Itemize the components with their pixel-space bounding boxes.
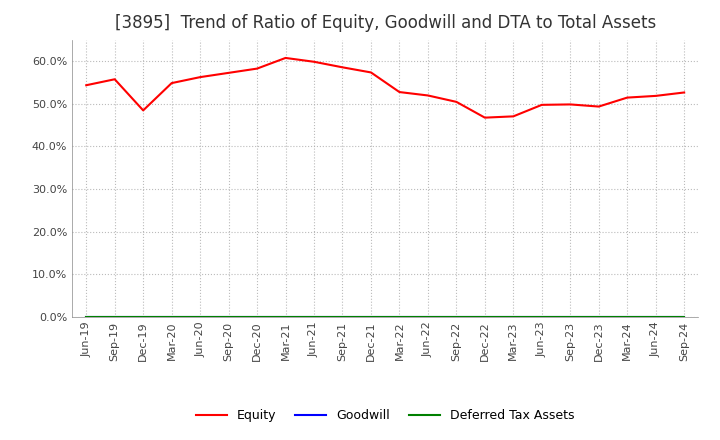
Goodwill (82, 314, 91, 319)
Equity (338, 65, 347, 70)
Goodwill (423, 314, 432, 319)
Goodwill (167, 314, 176, 319)
Goodwill (395, 314, 404, 319)
Deferred Tax Assets (82, 314, 91, 319)
Deferred Tax Assets (253, 314, 261, 319)
Equity (310, 59, 318, 64)
Equity (623, 95, 631, 100)
Equity (82, 83, 91, 88)
Equity (282, 55, 290, 61)
Deferred Tax Assets (509, 314, 518, 319)
Equity (225, 70, 233, 76)
Deferred Tax Assets (423, 314, 432, 319)
Equity (537, 102, 546, 107)
Deferred Tax Assets (366, 314, 375, 319)
Equity (652, 93, 660, 99)
Equity (595, 104, 603, 109)
Deferred Tax Assets (595, 314, 603, 319)
Equity (196, 74, 204, 80)
Equity (423, 93, 432, 98)
Equity (452, 99, 461, 105)
Goodwill (452, 314, 461, 319)
Deferred Tax Assets (139, 314, 148, 319)
Goodwill (196, 314, 204, 319)
Deferred Tax Assets (680, 314, 688, 319)
Deferred Tax Assets (110, 314, 119, 319)
Equity (395, 89, 404, 95)
Goodwill (652, 314, 660, 319)
Goodwill (253, 314, 261, 319)
Equity (167, 81, 176, 86)
Goodwill (509, 314, 518, 319)
Equity (110, 77, 119, 82)
Goodwill (310, 314, 318, 319)
Goodwill (537, 314, 546, 319)
Goodwill (338, 314, 347, 319)
Deferred Tax Assets (537, 314, 546, 319)
Goodwill (595, 314, 603, 319)
Title: [3895]  Trend of Ratio of Equity, Goodwill and DTA to Total Assets: [3895] Trend of Ratio of Equity, Goodwil… (114, 15, 656, 33)
Deferred Tax Assets (480, 314, 489, 319)
Deferred Tax Assets (452, 314, 461, 319)
Deferred Tax Assets (623, 314, 631, 319)
Equity (480, 115, 489, 120)
Deferred Tax Assets (282, 314, 290, 319)
Equity (509, 114, 518, 119)
Goodwill (225, 314, 233, 319)
Equity (680, 90, 688, 95)
Deferred Tax Assets (196, 314, 204, 319)
Goodwill (110, 314, 119, 319)
Equity (366, 70, 375, 75)
Deferred Tax Assets (338, 314, 347, 319)
Equity (253, 66, 261, 71)
Goodwill (282, 314, 290, 319)
Deferred Tax Assets (167, 314, 176, 319)
Deferred Tax Assets (652, 314, 660, 319)
Goodwill (566, 314, 575, 319)
Goodwill (480, 314, 489, 319)
Goodwill (366, 314, 375, 319)
Line: Equity: Equity (86, 58, 684, 117)
Deferred Tax Assets (225, 314, 233, 319)
Equity (566, 102, 575, 107)
Goodwill (139, 314, 148, 319)
Deferred Tax Assets (310, 314, 318, 319)
Legend: Equity, Goodwill, Deferred Tax Assets: Equity, Goodwill, Deferred Tax Assets (191, 404, 580, 427)
Deferred Tax Assets (566, 314, 575, 319)
Equity (139, 108, 148, 113)
Goodwill (623, 314, 631, 319)
Deferred Tax Assets (395, 314, 404, 319)
Goodwill (680, 314, 688, 319)
